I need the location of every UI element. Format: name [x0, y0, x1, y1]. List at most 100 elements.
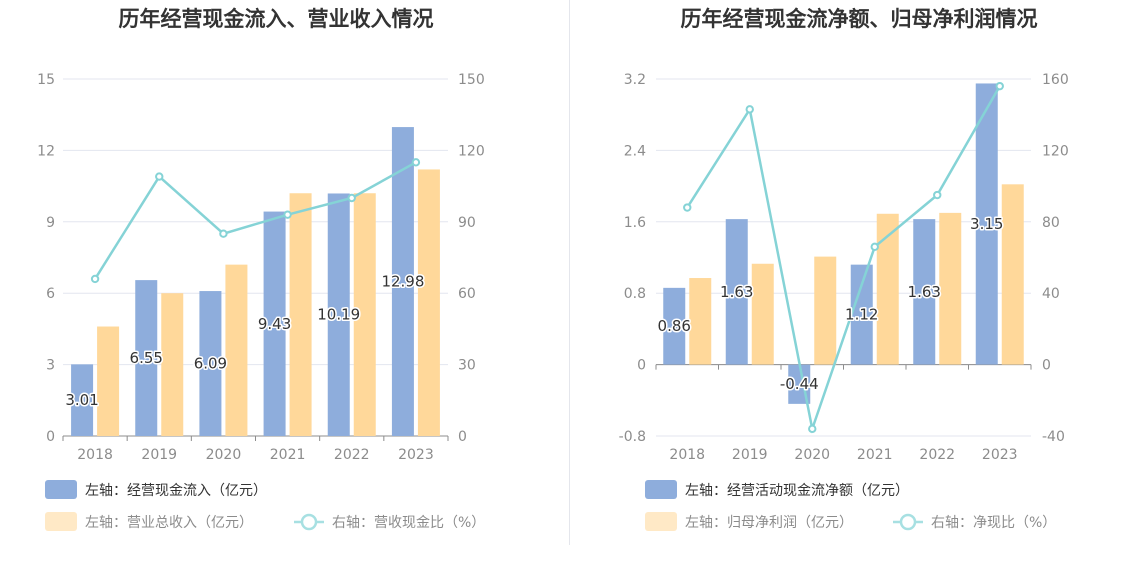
- bar-data-label: 9.43: [258, 315, 291, 333]
- legend: 左轴：经营现金流入（亿元） 左轴：营业总收入（亿元） 右轴：营收现金比（%）: [45, 480, 485, 531]
- category-label: 2023: [982, 447, 1018, 463]
- bar-data-label: 10.19: [317, 306, 360, 324]
- category-label: 2020: [794, 447, 830, 463]
- bar-primary: [327, 193, 350, 436]
- legend-item: 左轴：经营活动现金流净额（亿元）: [685, 483, 909, 499]
- bar-secondary: [1001, 184, 1024, 365]
- line-series: [94, 161, 417, 280]
- right-axis-tick-label: 30: [458, 358, 476, 374]
- chart-title: 历年经营现金流净额、归母净利润情况: [681, 7, 1038, 31]
- bar-secondary: [417, 169, 440, 436]
- chart-panel-2: 历年经营现金流净额、归母净利润情况 -0.8 0 0.8 1.6 2.4 3.2 -40 0 40…: [619, 7, 1069, 531]
- bar-primary: [71, 364, 94, 436]
- legend-item: 右轴：净现比（%）: [931, 515, 1056, 531]
- right-axis-tick-label: 40: [1042, 286, 1060, 302]
- right-axis-tick-label: 160: [1042, 72, 1069, 88]
- legend-item: 右轴：营收现金比（%）: [332, 515, 485, 531]
- bar-data-label: 1.12: [845, 306, 878, 324]
- category-label: 2021: [270, 447, 306, 463]
- bar-primary: [975, 83, 998, 365]
- bar-secondary: [689, 278, 712, 365]
- line-point: [870, 242, 879, 251]
- bar-data-label: 0.86: [658, 317, 691, 335]
- legend-swatch: [45, 480, 77, 499]
- left-axis-tick-label: 9: [46, 215, 55, 231]
- left-axis-tick-label: 3.2: [624, 72, 646, 88]
- bar-secondary: [225, 264, 248, 436]
- bar-data-label: 1.63: [908, 283, 941, 301]
- bar-data-label: 6.09: [194, 355, 227, 373]
- left-axis-tick-label: -0.8: [619, 429, 646, 445]
- bar-primary: [199, 291, 222, 436]
- category-label: 2018: [669, 447, 705, 463]
- bar-data-label: 6.55: [130, 349, 163, 367]
- bar-primary: [135, 280, 158, 436]
- chart-panel-1: 历年经营现金流入、营业收入情况0369121503060901201502018…: [37, 7, 485, 531]
- right-axis-tick-label: 80: [1042, 215, 1060, 231]
- legend-swatch: [645, 480, 677, 499]
- panel-divider: [569, 0, 570, 545]
- left-axis-tick-label: 2.4: [624, 143, 646, 159]
- bar-secondary: [939, 212, 962, 365]
- category-label: 2022: [334, 447, 370, 463]
- bar-data-label: -0.44: [780, 375, 819, 393]
- left-axis-tick-label: 3: [46, 358, 55, 374]
- bar-secondary: [876, 213, 899, 365]
- category-label: 2018: [77, 447, 113, 463]
- right-axis-tick-label: 60: [458, 286, 476, 302]
- right-axis-tick-label: 120: [1042, 143, 1069, 159]
- legend-item: 左轴：经营现金流入（亿元）: [85, 483, 267, 499]
- legend-swatch: [45, 512, 77, 531]
- bar-primary: [725, 219, 748, 365]
- legend-item: 左轴：营业总收入（亿元）: [85, 515, 253, 531]
- line-point: [283, 210, 292, 219]
- category-label: 2019: [732, 447, 768, 463]
- bar-secondary: [97, 326, 120, 436]
- legend-item: 左轴：归母净利润（亿元）: [685, 514, 853, 531]
- left-axis-tick-label: 6: [46, 286, 55, 302]
- bar-secondary: [161, 293, 184, 436]
- left-axis-tick-label: 0.8: [624, 286, 646, 302]
- line-point: [933, 190, 942, 200]
- left-axis-tick-label: 0: [46, 429, 55, 445]
- bar-primary: [913, 219, 936, 365]
- line-point: [219, 229, 228, 238]
- right-axis-tick-label: 0: [1042, 358, 1051, 374]
- bar-primary: [391, 127, 414, 437]
- legend-swatch: [645, 512, 677, 531]
- bar-secondary: [289, 193, 312, 436]
- bar-primary: [850, 264, 873, 365]
- legend-line-marker: [300, 513, 318, 531]
- left-axis-tick-label: 12: [37, 143, 55, 159]
- category-label: 2020: [206, 447, 242, 463]
- bar-secondary: [814, 256, 837, 365]
- category-label: 2019: [141, 447, 177, 463]
- line-point: [995, 81, 1004, 91]
- line-point: [155, 172, 164, 181]
- right-axis-tick-label: 150: [458, 72, 485, 88]
- bar-data-label: 1.63: [720, 283, 753, 301]
- left-axis-tick-label: 0: [637, 358, 646, 374]
- bar-primary: [263, 211, 286, 436]
- bar-secondary: [353, 193, 376, 436]
- left-axis-tick-label: 15: [37, 72, 55, 88]
- right-axis-tick-label: 0: [458, 429, 467, 445]
- right-axis-tick-label: 120: [458, 143, 485, 159]
- bar-data-label: 3.15: [970, 215, 1003, 233]
- bar-data-label: 12.98: [381, 273, 424, 291]
- bar-data-label: 3.01: [65, 391, 98, 409]
- line-point: [808, 424, 817, 434]
- category-label: 2022: [919, 447, 955, 463]
- line-point: [411, 158, 421, 167]
- line-point: [683, 203, 692, 212]
- chart-title: 历年经营现金流入、营业收入情况: [119, 7, 434, 31]
- bar-secondary: [751, 263, 774, 365]
- line-point: [90, 274, 100, 284]
- right-axis-tick-label: 90: [458, 215, 476, 231]
- line-point: [347, 193, 356, 203]
- left-axis-tick-label: 1.6: [624, 215, 646, 231]
- line-series: [686, 85, 1001, 434]
- bar-primary: [663, 287, 686, 365]
- category-label: 2021: [857, 447, 893, 463]
